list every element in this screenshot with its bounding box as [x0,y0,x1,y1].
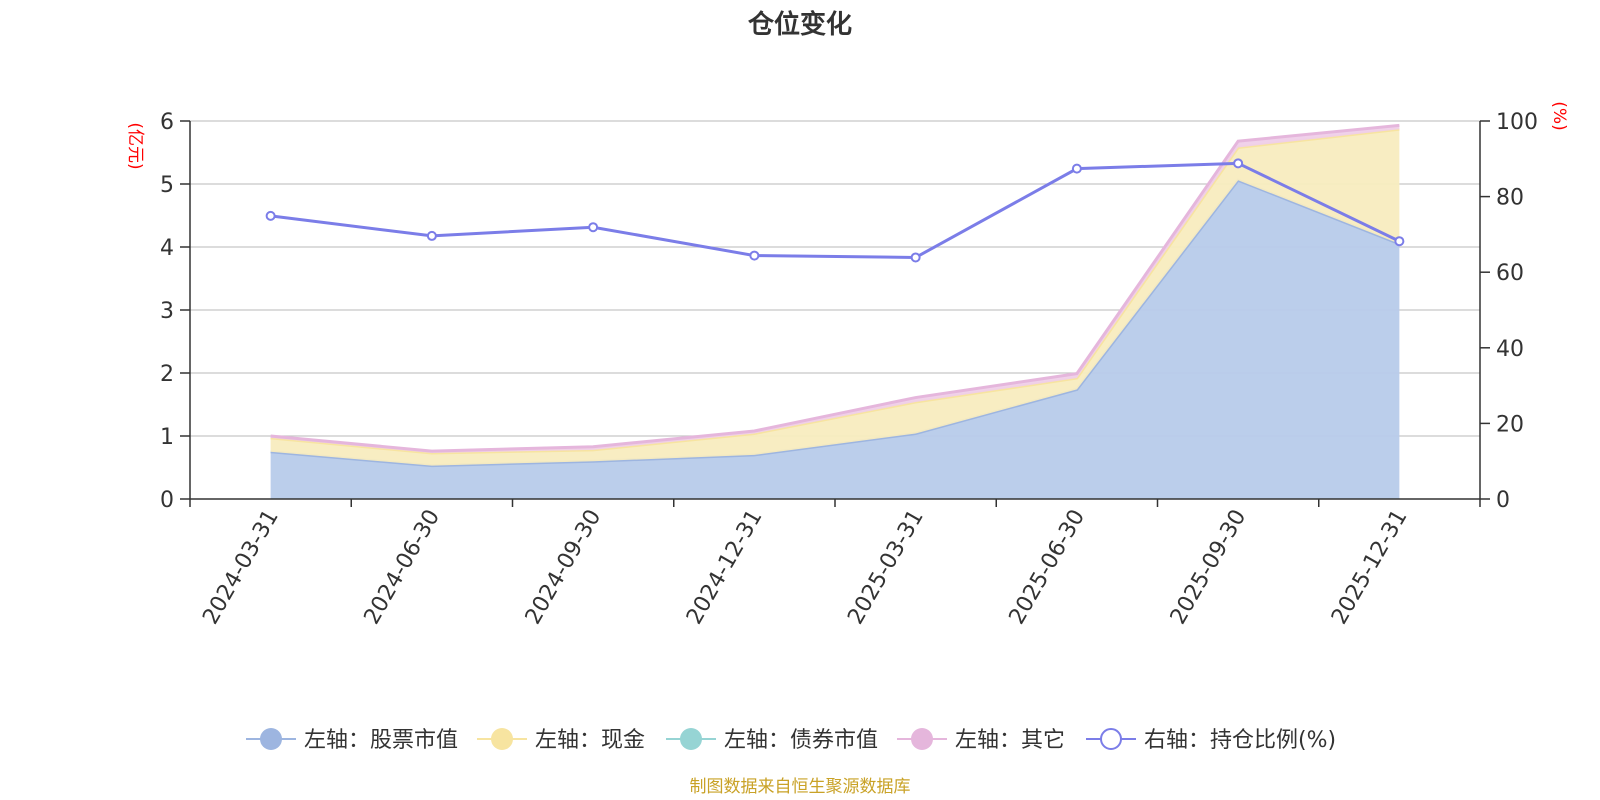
line-point [265,210,276,221]
legend-label: 右轴：持仓比例(%) [1144,728,1336,753]
legend-label: 左轴：其它 [955,728,1065,753]
left-tick-label: 6 [160,110,174,135]
x-tick-label: 2025-06-30 [1004,506,1090,629]
x-tick-label: 2025-03-31 [843,506,929,629]
legend-marker [911,728,933,750]
legend-label: 左轴：股票市值 [304,728,458,753]
area-edge-左轴：其它 [270,123,1400,453]
legend-label: 左轴：债券市值 [724,728,878,753]
line-point [1233,158,1244,169]
left-tick-label: 4 [160,236,174,261]
legend: 左轴：股票市值 左轴：现金 左轴：债券市值 左轴：其它 右轴：持仓比例(%) [246,728,1336,753]
right-tick-label: 100 [1496,110,1538,135]
line-point [426,230,437,241]
right-tick-label: 40 [1496,337,1524,362]
right-tick-label: 0 [1496,488,1510,513]
right-axis-unit: (%) [1549,101,1569,130]
area-左轴：现金 [270,129,1400,466]
ratio-line [265,158,1405,263]
left-axis-unit: (亿元) [125,122,145,169]
left-tick-label: 5 [160,173,174,198]
line-point [1394,236,1405,247]
left-tick-label: 0 [160,488,174,513]
line-point [588,222,599,233]
x-tick-label: 2025-12-31 [1327,506,1413,629]
left-tick-label: 2 [160,362,174,387]
line-point [1071,163,1082,174]
chart-title: 仓位变化 [747,9,852,40]
legend-marker [1100,728,1122,750]
right-tick-label: 60 [1496,261,1524,286]
x-tick-label: 2024-09-30 [521,506,607,629]
legend-label: 左轴：现金 [535,728,645,753]
right-tick-label: 80 [1496,186,1524,211]
left-tick-label: 3 [160,299,174,324]
line-右轴：持仓比例(%) [270,161,1401,259]
right-tick-label: 20 [1496,412,1524,437]
left-tick-label: 1 [160,425,174,450]
area-左轴：股票市值 [270,180,1400,499]
x-tick-label: 2025-09-30 [1166,506,1252,629]
stacked-areas [270,123,1400,499]
legend-marker [260,728,282,750]
legend-marker [680,728,702,750]
data-source: 制图数据来自恒生聚源数据库 [690,777,911,797]
legend-marker [491,728,513,750]
x-tick-label: 2024-03-31 [198,506,284,629]
line-point [749,250,760,261]
x-tick-label: 2024-06-30 [359,506,445,629]
line-point [910,252,921,263]
x-tick-label: 2024-12-31 [682,506,768,629]
